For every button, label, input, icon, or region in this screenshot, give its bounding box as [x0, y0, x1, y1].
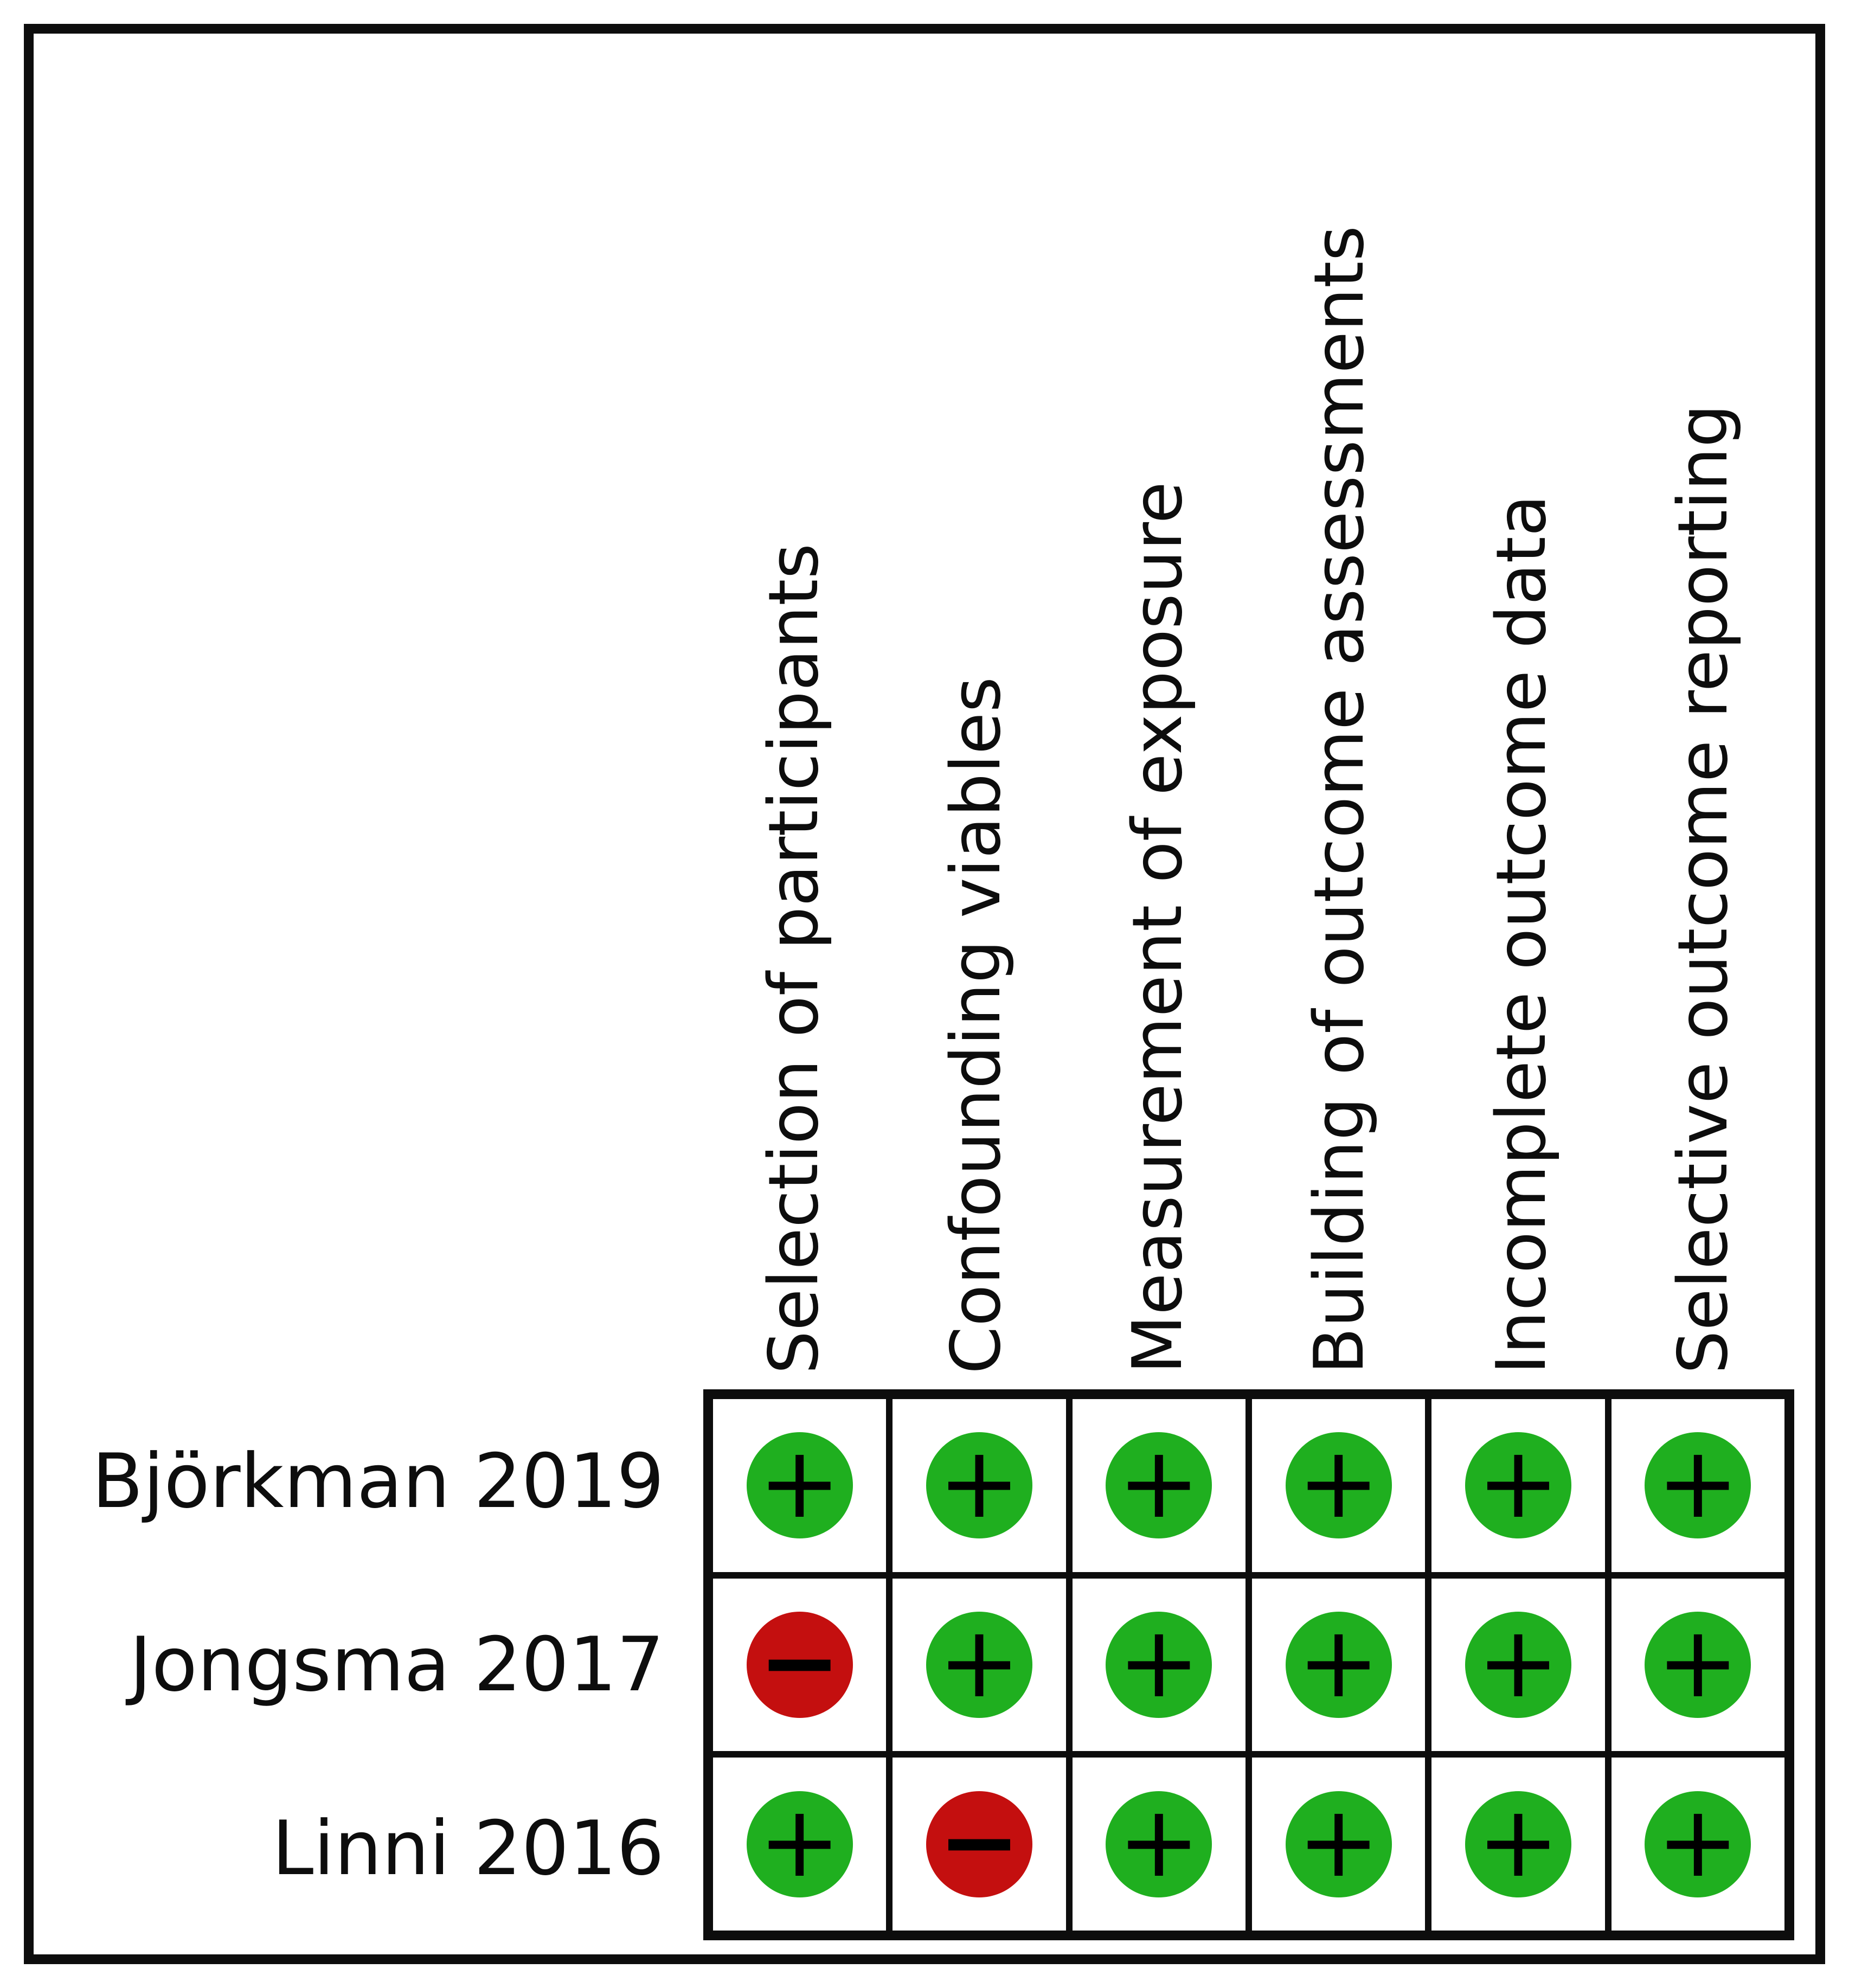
grid-cell: +	[889, 1575, 1069, 1755]
row-labels: Björkman 2019 Jongsma 2017 Linni 2016	[67, 1389, 703, 1940]
figure-frame: Selection of participants Confounding via…	[24, 24, 1825, 1964]
column-header-label: Building of outcome assessments	[1299, 225, 1379, 1374]
column-header-label: Confounding viables	[935, 677, 1016, 1374]
grid-cell: +	[1428, 1754, 1608, 1934]
grid-cell: +	[1428, 1575, 1608, 1755]
judgement-circle-positive: +	[1106, 1432, 1212, 1539]
judgement-circle-positive: +	[1285, 1432, 1392, 1539]
judgement-circle-negative: −	[746, 1611, 853, 1718]
row-label: Linni 2016	[272, 1805, 664, 1893]
row-label: Jongsma 2017	[129, 1621, 664, 1709]
judgement-circle-positive: +	[1465, 1611, 1571, 1718]
judgement-circle-negative: −	[926, 1791, 1032, 1897]
column-header-label: Selection of participants	[754, 543, 834, 1374]
column-header-1: Selection of participants	[703, 67, 885, 1389]
row-label: Björkman 2019	[92, 1437, 664, 1525]
judgement-circle-positive: +	[746, 1791, 853, 1897]
column-header-4: Building of outcome assessments	[1249, 67, 1430, 1389]
column-header-6: Selective outcome reporting	[1613, 67, 1794, 1389]
grid-cell: −	[710, 1575, 890, 1755]
column-headers: Selection of participants Confounding via…	[703, 67, 1794, 1389]
judgement-circle-positive: +	[1285, 1611, 1392, 1718]
judgement-circle-positive: +	[1645, 1791, 1751, 1897]
column-header-3: Measurement of exposure	[1067, 67, 1249, 1389]
grid-cell: +	[1069, 1575, 1249, 1755]
judgement-circle-positive: +	[1465, 1791, 1571, 1897]
judgement-circle-positive: +	[926, 1432, 1032, 1539]
grid-cell: +	[889, 1396, 1069, 1575]
judgement-circle-positive: +	[746, 1432, 853, 1539]
grid-cell: +	[1249, 1575, 1429, 1755]
grid-cell: +	[1069, 1754, 1249, 1934]
column-header-2: Confounding viables	[885, 67, 1067, 1389]
grid-cell: +	[1249, 1396, 1429, 1575]
judgement-circle-positive: +	[926, 1611, 1032, 1718]
grid-cell: +	[1608, 1575, 1788, 1755]
judgement-circle-positive: +	[1645, 1432, 1751, 1539]
grid-cell: −	[889, 1754, 1069, 1934]
judgement-circle-positive: +	[1465, 1432, 1571, 1539]
column-header-5: Incomplete outcome data	[1430, 67, 1612, 1389]
risk-of-bias-grid: + + + + + + − + + + + + + − + + + +	[703, 1389, 1794, 1940]
grid-cell: +	[1428, 1396, 1608, 1575]
column-header-label: Incomplete outcome data	[1481, 494, 1561, 1374]
judgement-circle-positive: +	[1645, 1611, 1751, 1718]
grid-cell: +	[710, 1754, 890, 1934]
grid-cell: +	[1069, 1396, 1249, 1575]
grid-cell: +	[1608, 1396, 1788, 1575]
judgement-circle-positive: +	[1285, 1791, 1392, 1897]
grid-cell: +	[1249, 1754, 1429, 1934]
judgement-circle-positive: +	[1106, 1611, 1212, 1718]
judgement-circle-positive: +	[1106, 1791, 1212, 1897]
column-header-label: Measurement of exposure	[1117, 482, 1197, 1374]
column-header-label: Selective outcome reporting	[1662, 404, 1743, 1374]
grid-cell: +	[710, 1396, 890, 1575]
grid-cell: +	[1608, 1754, 1788, 1934]
